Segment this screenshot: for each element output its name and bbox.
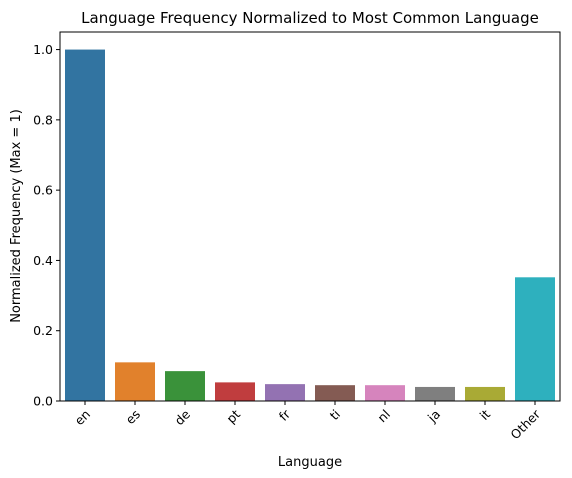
bar-de xyxy=(165,371,205,401)
y-axis-ticks: 0.0 0.2 0.4 0.6 0.8 1.0 xyxy=(33,42,60,409)
x-axis-label: Language xyxy=(278,455,342,470)
y-tick-label: 0.6 xyxy=(33,183,53,198)
bar-es xyxy=(115,362,155,401)
x-tick-label: de xyxy=(171,406,193,428)
bar-it xyxy=(465,386,505,401)
bar-fr xyxy=(265,384,305,401)
x-tick-label: ti xyxy=(327,407,344,424)
x-tick-label: es xyxy=(122,407,143,428)
bar-en xyxy=(65,49,105,401)
x-tick-label: en xyxy=(71,407,93,429)
bar-pt xyxy=(215,382,255,401)
bars xyxy=(65,49,555,401)
plot-frame xyxy=(59,31,561,402)
y-tick-label: 0.0 xyxy=(33,394,53,409)
y-tick-label: 0.2 xyxy=(33,323,53,338)
y-tick-label: 0.4 xyxy=(33,253,53,268)
x-tick-label: ja xyxy=(424,407,443,426)
x-tick-label: Other xyxy=(507,406,543,442)
x-tick-label: nl xyxy=(374,407,393,426)
x-tick-label: it xyxy=(477,406,494,423)
bar-ja xyxy=(415,386,455,401)
bar-ti xyxy=(315,385,355,401)
chart-title: Language Frequency Normalized to Most Co… xyxy=(81,9,539,27)
x-tick-label: fr xyxy=(276,406,294,424)
bar-nl xyxy=(365,385,405,401)
y-tick-label: 1.0 xyxy=(33,42,53,57)
y-axis-label: Normalized Frequency (Max = 1) xyxy=(9,109,24,323)
x-tick-label: pt xyxy=(223,406,243,426)
x-axis-ticks: en es de pt fr ti nl ja it Other xyxy=(71,401,544,442)
y-tick-label: 0.8 xyxy=(33,112,53,127)
bar-other xyxy=(515,277,555,401)
